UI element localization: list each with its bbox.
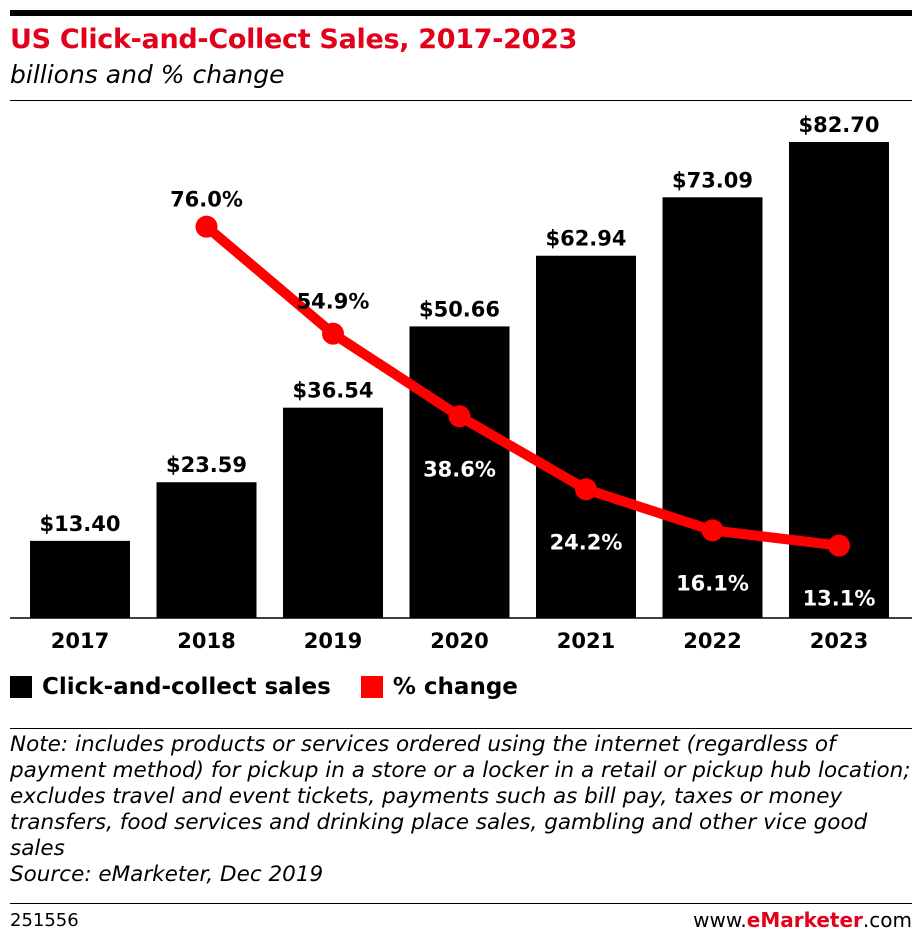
change-point <box>322 322 344 345</box>
bar <box>536 255 636 618</box>
bar <box>409 326 510 618</box>
bar-value-label: $13.40 <box>39 512 120 536</box>
legend-label-sales: Click-and-collect sales <box>42 674 331 700</box>
change-point <box>575 478 597 501</box>
bar-value-label: $82.70 <box>798 113 879 137</box>
bar <box>662 197 763 619</box>
change-value-label: 13.1% <box>803 587 876 611</box>
x-tick-label: 2023 <box>810 629 868 653</box>
bar-value-label: $62.94 <box>545 227 626 251</box>
x-tick-label: 2017 <box>51 629 109 653</box>
change-point <box>828 534 850 557</box>
note-block: Note: includes products or services orde… <box>10 732 915 888</box>
change-point <box>448 405 471 428</box>
legend-label-change: % change <box>392 674 518 700</box>
top-bar <box>10 10 912 16</box>
change-value-label: 38.6% <box>423 457 496 481</box>
legend-swatch-change <box>360 676 383 698</box>
bar-value-label: $73.09 <box>672 168 753 192</box>
chart-id: 251556 <box>10 910 79 931</box>
bar <box>283 407 383 618</box>
legend-swatch-sales <box>10 676 32 698</box>
bar-value-label: $23.59 <box>166 453 247 477</box>
x-tick-label: 2021 <box>557 629 615 653</box>
change-point <box>701 519 724 542</box>
change-line <box>203 222 840 551</box>
divider <box>10 903 912 904</box>
divider <box>10 728 912 729</box>
bar <box>30 540 130 618</box>
legend: Click-and-collect sales % change <box>10 674 518 700</box>
chart-subtitle: billions and % change <box>10 60 285 89</box>
source-text: Source: eMarketer, Dec 2019 <box>10 862 324 887</box>
x-tick-label: 2018 <box>177 629 235 653</box>
change-value-label: 54.9% <box>297 290 370 314</box>
x-tick-label: 2019 <box>304 629 362 653</box>
divider <box>10 100 912 101</box>
change-value-label: 24.2% <box>550 530 623 554</box>
plot-area: $13.40 2017 $23.59 2018 $36.54 2019 $50.66 2020… <box>10 113 912 653</box>
brand-logo: www.eMarketer.com <box>693 908 912 932</box>
x-tick-label: 2020 <box>430 629 488 653</box>
bar-value-label: $36.54 <box>292 379 373 403</box>
bar-value-label: $50.66 <box>419 297 500 321</box>
x-tick-label: 2022 <box>683 629 741 653</box>
change-value-label: 16.1% <box>676 571 749 595</box>
change-value-label: 76.0% <box>170 188 243 212</box>
chart-title: US Click-and-Collect Sales, 2017-2023 <box>10 24 578 55</box>
change-point <box>195 215 218 238</box>
bar <box>156 482 257 618</box>
note-text: Note: includes products or services orde… <box>10 732 911 861</box>
